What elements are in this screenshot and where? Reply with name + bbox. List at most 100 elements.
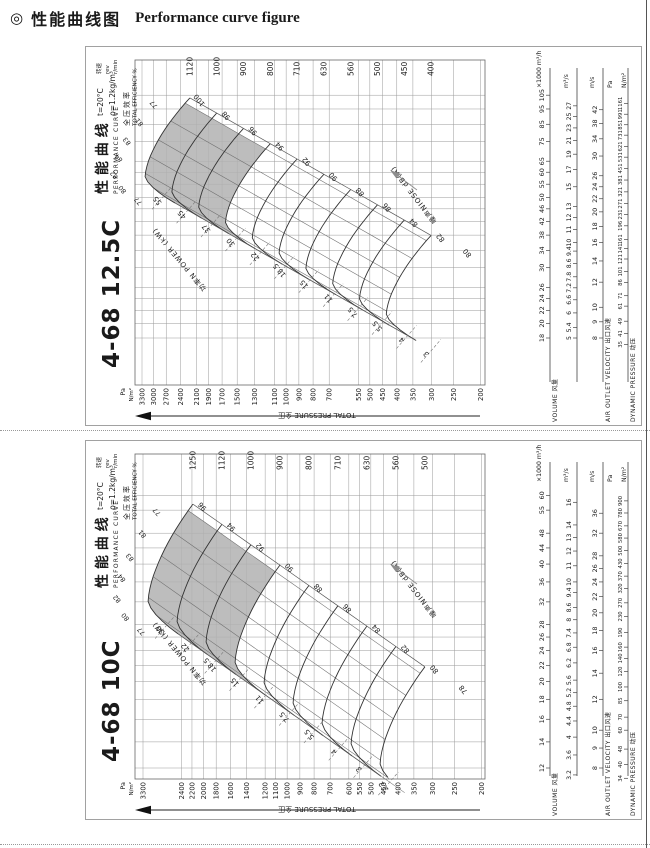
svg-text:5.4: 5.4 xyxy=(566,322,573,332)
svg-text:86: 86 xyxy=(341,602,353,614)
svg-text:300: 300 xyxy=(429,782,437,795)
svg-text:24: 24 xyxy=(591,578,599,586)
svg-text:900: 900 xyxy=(276,455,285,470)
svg-text:550: 550 xyxy=(356,782,364,795)
svg-text:500: 500 xyxy=(373,61,382,76)
svg-text:350: 350 xyxy=(410,782,418,795)
svg-text:71: 71 xyxy=(618,292,624,299)
svg-text:1120: 1120 xyxy=(218,451,227,470)
svg-text:670: 670 xyxy=(618,520,624,531)
svg-text:230: 230 xyxy=(618,611,624,622)
svg-text:271: 271 xyxy=(618,198,624,208)
svg-text:400: 400 xyxy=(427,61,436,76)
svg-text:28: 28 xyxy=(538,620,546,628)
svg-text:r/min: r/min xyxy=(113,453,119,468)
svg-text:780: 780 xyxy=(618,507,624,518)
svg-text:1000: 1000 xyxy=(247,451,256,470)
svg-text:N/m²: N/m² xyxy=(621,72,628,88)
svg-text:92: 92 xyxy=(255,541,267,553)
svg-text:转速: 转速 xyxy=(95,62,103,74)
speed-curves xyxy=(144,97,432,341)
svg-text:14: 14 xyxy=(566,521,573,529)
svg-text:功率N POWER (kW): 功率N POWER (kW) xyxy=(150,226,208,293)
svg-text:20: 20 xyxy=(591,208,599,216)
svg-text:17: 17 xyxy=(566,166,573,174)
svg-text:82: 82 xyxy=(400,643,412,655)
svg-text:ρ=1.2kg/m³: ρ=1.2kg/m³ xyxy=(108,465,117,510)
svg-text:161: 161 xyxy=(618,234,624,244)
svg-text:1500: 1500 xyxy=(234,388,242,405)
svg-text:95: 95 xyxy=(538,105,546,113)
svg-text:34: 34 xyxy=(618,774,624,781)
panel-title: 4-68 12.5C 性 能 曲 线 PERFORMANCE CURVE t=20°C… xyxy=(94,71,125,368)
svg-text:19: 19 xyxy=(566,150,573,158)
svg-text:6.6: 6.6 xyxy=(566,295,573,305)
svg-text:450: 450 xyxy=(400,61,409,76)
svg-text:3: 3 xyxy=(422,349,431,358)
svg-text:800: 800 xyxy=(311,782,319,795)
svg-text:1000: 1000 xyxy=(212,57,221,76)
svg-text:18: 18 xyxy=(538,695,546,703)
svg-text:1400: 1400 xyxy=(243,782,251,799)
ruler: 12 14 16 18 20 22 24 26 28 32 36 40 44 48 55 60 ×1000 m³… xyxy=(536,445,559,816)
svg-text:24: 24 xyxy=(538,646,546,654)
svg-text:160: 160 xyxy=(618,641,624,652)
svg-text:22: 22 xyxy=(538,306,546,314)
svg-text:26: 26 xyxy=(591,172,599,180)
svg-text:2700: 2700 xyxy=(163,388,171,405)
svg-text:42: 42 xyxy=(538,217,546,225)
svg-text:4.4: 4.4 xyxy=(566,716,573,726)
ruler: 3.2 3.6 4 4.4 4.8 5.2 5.6 6.2 6.8 7.4 8 8.6 9.410 11 1… xyxy=(563,462,578,780)
svg-text:86: 86 xyxy=(618,279,624,286)
pressure-axis: Pa N/m² 3300 3000 2700 2400 2100 1900 1700 1500 13… xyxy=(119,388,485,405)
svg-text:1700: 1700 xyxy=(219,388,227,405)
svg-text:231: 231 xyxy=(618,209,624,219)
svg-text:1250: 1250 xyxy=(189,451,198,470)
svg-text:9.4: 9.4 xyxy=(566,246,573,256)
svg-text:18: 18 xyxy=(591,222,599,230)
svg-text:500: 500 xyxy=(366,388,374,401)
svg-text:AIR OUTLET VELOCITY 出口风速: AIR OUTLET VELOCITY 出口风速 xyxy=(604,318,612,422)
speed-labels: 转速 rev r/min 1120 1000 900 800 710 630 560 500 450 4… xyxy=(95,57,436,76)
svg-text:49: 49 xyxy=(618,318,624,325)
svg-text:12: 12 xyxy=(566,213,573,221)
svg-text:700: 700 xyxy=(326,388,334,401)
svg-text:600: 600 xyxy=(345,782,353,795)
svg-text:550: 550 xyxy=(355,388,363,401)
page-title-cn: 性能曲线图 xyxy=(31,10,122,29)
svg-text:24: 24 xyxy=(591,183,599,191)
svg-text:26: 26 xyxy=(538,633,546,641)
svg-text:15: 15 xyxy=(229,676,241,688)
svg-text:18.5: 18.5 xyxy=(272,262,288,279)
svg-text:60: 60 xyxy=(618,726,624,733)
svg-text:141: 141 xyxy=(618,243,624,253)
svg-text:48: 48 xyxy=(618,745,624,752)
pressure-axis: Pa N/m² 3300 2400 2200 2000 1800 1600 1400 1200 11… xyxy=(119,782,486,799)
svg-text:14: 14 xyxy=(538,738,546,746)
svg-text:8.6: 8.6 xyxy=(566,602,573,612)
speed-curves xyxy=(147,503,426,778)
svg-text:900: 900 xyxy=(296,782,304,795)
svg-text:65: 65 xyxy=(538,157,546,165)
svg-text:5: 5 xyxy=(566,336,573,340)
svg-text:16: 16 xyxy=(591,238,599,246)
svg-text:36: 36 xyxy=(591,509,599,517)
svg-text:82: 82 xyxy=(111,593,122,604)
svg-text:VOLUME 风量: VOLUME 风量 xyxy=(552,772,559,816)
svg-text:800: 800 xyxy=(305,455,314,470)
svg-text:22: 22 xyxy=(538,661,546,669)
svg-text:120: 120 xyxy=(618,666,624,677)
svg-text:700: 700 xyxy=(327,782,335,795)
svg-text:4: 4 xyxy=(329,747,338,756)
svg-text:500: 500 xyxy=(367,782,375,795)
speed-labels: 转速 rev r/min 1250 1120 1000 900 800 710 630 560 500 xyxy=(95,451,430,470)
svg-text:580: 580 xyxy=(618,532,624,543)
svg-text:30: 30 xyxy=(225,236,237,248)
svg-text:800: 800 xyxy=(310,388,318,401)
svg-text:11: 11 xyxy=(566,225,573,233)
svg-text:10: 10 xyxy=(591,726,599,734)
svg-text:3300: 3300 xyxy=(139,388,147,405)
svg-text:731: 731 xyxy=(618,130,624,140)
